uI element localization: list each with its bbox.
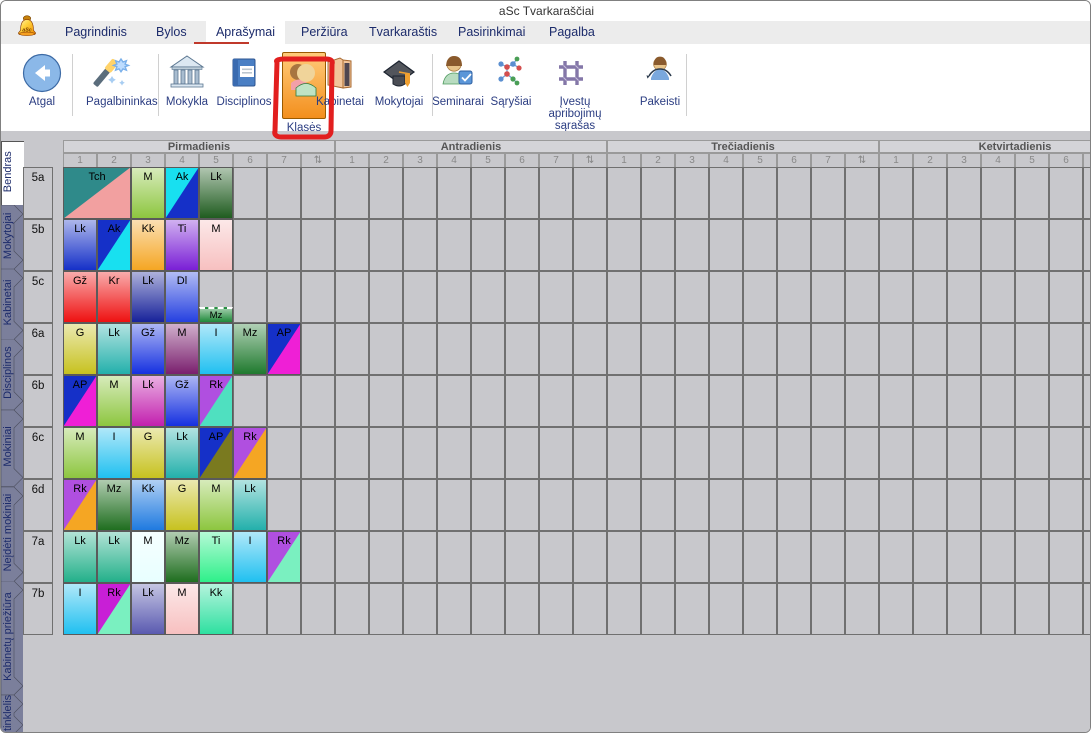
svg-text:aSc: aSc bbox=[22, 27, 32, 33]
